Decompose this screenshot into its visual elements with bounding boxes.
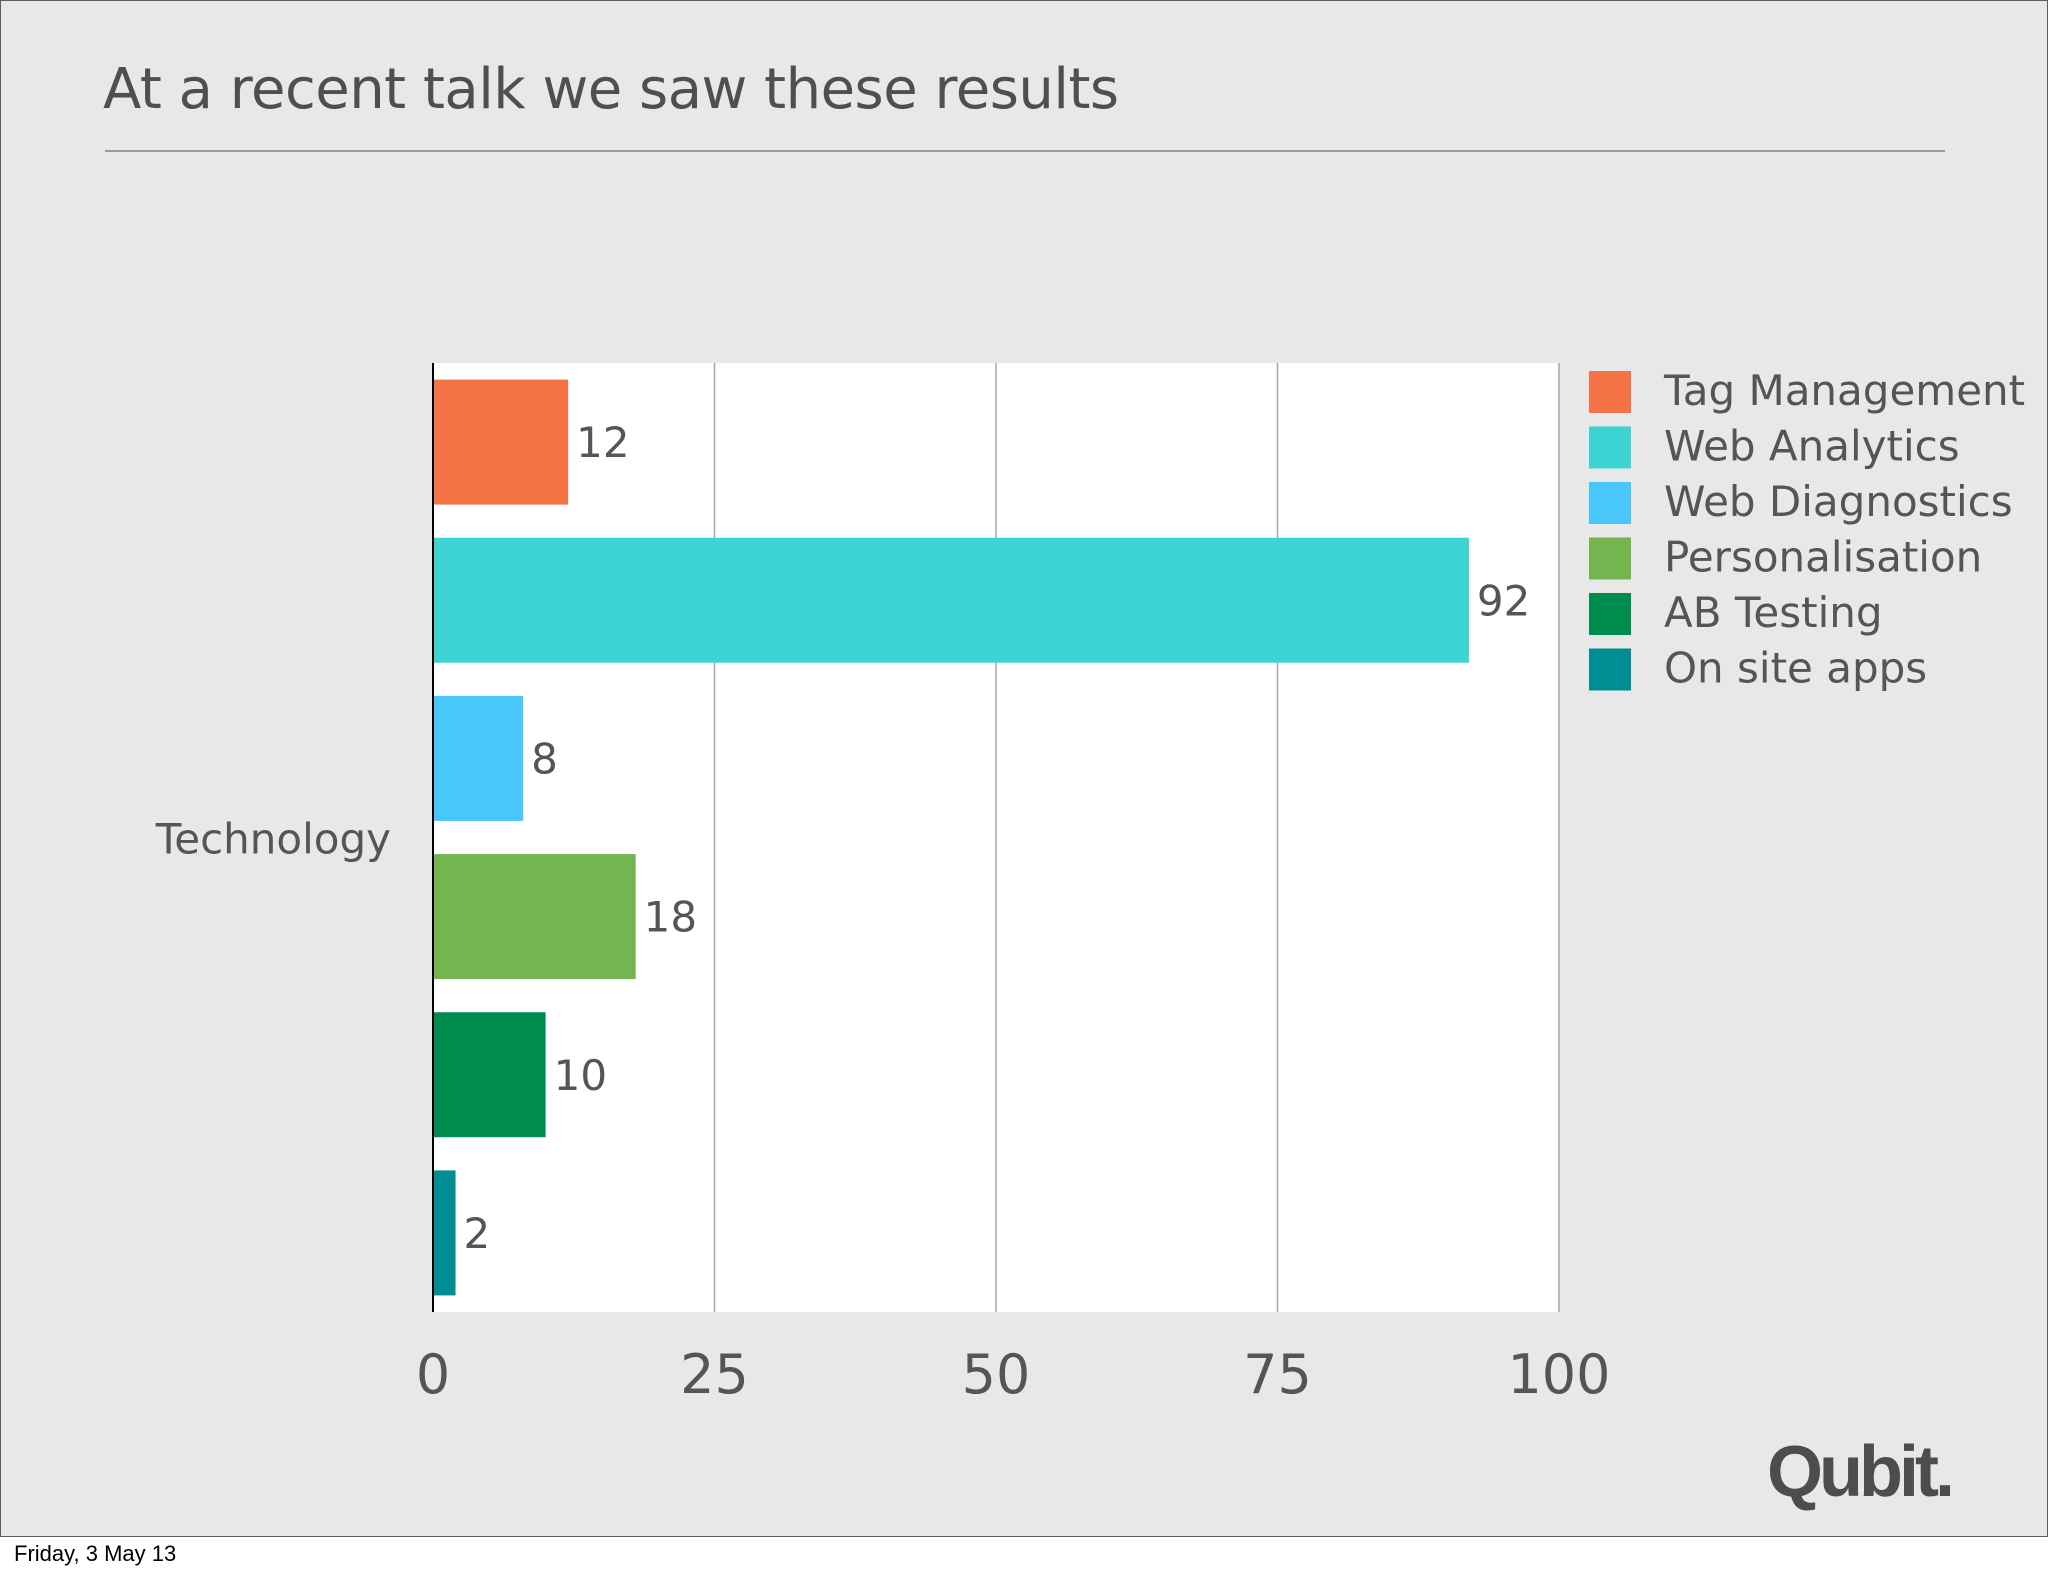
- bar-web-diagnostics: [433, 695, 524, 821]
- category-label: Technology: [155, 815, 391, 864]
- bar-tag-management: [433, 379, 569, 505]
- legend-label: AB Testing: [1664, 588, 1883, 637]
- legend-swatch: [1589, 426, 1631, 469]
- data-label: 18: [644, 893, 697, 942]
- data-label: 2: [464, 1209, 491, 1258]
- legend-label: Web Analytics: [1664, 422, 1960, 471]
- x-tick-label: 50: [962, 1343, 1031, 1406]
- slide-title: At a recent talk we saw these results: [103, 57, 1119, 122]
- legend-swatch: [1589, 648, 1631, 691]
- x-tick-label: 100: [1507, 1343, 1610, 1406]
- title-divider: [105, 150, 1945, 152]
- legend-swatch: [1589, 593, 1631, 635]
- data-label: 10: [554, 1051, 607, 1100]
- footer-date: Friday, 3 May 13: [14, 1541, 177, 1566]
- legend-label: On site apps: [1664, 644, 1927, 693]
- bar-chart: 12 92 8 18 10 2 Technology 0 25 50 75 100 Tag Manage…: [155, 363, 2025, 1406]
- bar-web-analytics: [433, 537, 1469, 663]
- bar-personalisation: [433, 854, 636, 980]
- x-tick-label: 0: [416, 1343, 450, 1406]
- legend-swatch: [1589, 482, 1631, 524]
- bar-on-site-apps: [433, 1170, 456, 1296]
- legend-label: Personalisation: [1664, 533, 1982, 582]
- data-label: 92: [1477, 576, 1530, 625]
- bar-ab-testing: [433, 1012, 546, 1138]
- legend-swatch: [1589, 371, 1631, 413]
- x-tick-label: 25: [680, 1343, 749, 1406]
- x-tick-label: 75: [1243, 1343, 1312, 1406]
- data-label: 12: [576, 418, 629, 467]
- data-label: 8: [531, 734, 558, 783]
- legend-label: Web Diagnostics: [1664, 477, 2013, 526]
- slide: At a recent talk we saw these results 12…: [0, 0, 2048, 1537]
- qubit-logo: Qubit.: [1767, 1432, 1955, 1512]
- legend-swatch: [1589, 537, 1631, 580]
- legend-label: Tag Management: [1663, 366, 2025, 415]
